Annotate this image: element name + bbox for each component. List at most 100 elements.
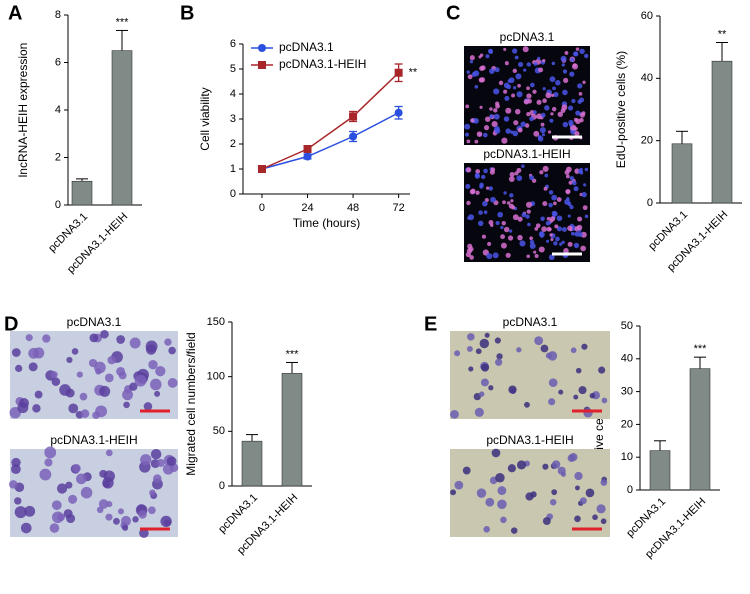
cell <box>583 183 587 187</box>
cell <box>569 205 574 210</box>
cell <box>526 111 531 117</box>
cell <box>506 84 512 90</box>
cell <box>51 377 61 387</box>
marker <box>349 132 358 141</box>
bar <box>281 373 303 487</box>
cell <box>549 498 557 506</box>
cell <box>558 389 564 395</box>
y-tick-label: 50 <box>213 425 225 437</box>
cell <box>542 517 551 526</box>
cell <box>557 111 563 118</box>
cell <box>139 528 149 538</box>
cell <box>129 382 138 391</box>
cell <box>164 338 172 346</box>
cell <box>569 453 578 462</box>
cell <box>56 483 68 494</box>
cell <box>121 515 132 526</box>
cell <box>50 371 58 379</box>
cell <box>494 337 501 344</box>
cell <box>598 366 606 374</box>
y-tick-label: 150 <box>207 316 225 328</box>
cell <box>545 352 552 359</box>
cell <box>34 390 43 399</box>
cell <box>465 183 471 189</box>
cell <box>507 235 514 241</box>
cell <box>512 130 519 137</box>
cell <box>568 180 573 185</box>
cell <box>495 220 500 226</box>
cell <box>505 128 511 134</box>
cell <box>506 201 511 205</box>
cell <box>462 466 471 475</box>
cell <box>563 77 569 84</box>
significance: ** <box>409 67 418 79</box>
cell <box>504 95 510 101</box>
cell <box>498 80 504 86</box>
cell <box>584 167 589 172</box>
cell <box>14 497 22 505</box>
cell <box>541 133 546 137</box>
cell <box>567 225 573 231</box>
cell <box>132 516 139 523</box>
y-tick-label: 2 <box>230 138 236 150</box>
marker <box>394 68 403 77</box>
cell <box>542 201 548 207</box>
cell <box>52 511 64 524</box>
cell <box>122 524 129 531</box>
y-tick-label: 100 <box>207 371 225 383</box>
cell <box>505 252 511 258</box>
image-caption: pcDNA3.1-HEIH <box>483 147 570 161</box>
cell <box>489 68 495 74</box>
cell <box>510 199 514 203</box>
cell <box>524 123 530 128</box>
cell <box>577 216 583 222</box>
cell <box>539 231 544 235</box>
cell <box>542 59 546 63</box>
cell <box>561 104 568 111</box>
cell <box>511 93 515 98</box>
cell <box>583 408 593 418</box>
cell <box>526 254 531 259</box>
cell <box>530 491 537 498</box>
cell <box>118 371 127 380</box>
cell <box>507 464 516 473</box>
y-tick-label: 4 <box>230 88 236 100</box>
cell <box>491 121 498 128</box>
cell <box>596 504 606 514</box>
cell <box>59 384 71 396</box>
cell <box>534 227 539 231</box>
cell <box>116 335 126 344</box>
cell <box>569 176 575 181</box>
cell <box>553 241 558 246</box>
cell <box>578 91 583 96</box>
cell <box>577 83 583 89</box>
cell <box>475 169 481 174</box>
cell <box>51 500 62 511</box>
panel-label: B <box>180 2 194 24</box>
cell <box>494 67 500 73</box>
cell <box>148 360 158 370</box>
legend-label: pcDNA3.1 <box>279 40 334 54</box>
cell <box>526 93 532 99</box>
cell <box>533 62 538 66</box>
cell <box>508 385 517 394</box>
cell <box>489 107 493 111</box>
cell <box>540 234 544 238</box>
cell <box>545 221 551 226</box>
cell <box>573 51 579 57</box>
cell <box>504 61 509 66</box>
cell <box>474 172 480 178</box>
cell <box>526 86 530 91</box>
cell <box>562 69 568 74</box>
cell <box>561 240 565 244</box>
cell <box>541 226 547 232</box>
cell <box>44 458 53 467</box>
cell <box>495 103 500 109</box>
cell <box>497 211 504 218</box>
cell <box>508 229 513 233</box>
cell <box>15 364 23 373</box>
cell <box>507 79 512 83</box>
cell <box>564 169 570 175</box>
cell <box>579 48 585 55</box>
cell <box>514 171 519 176</box>
